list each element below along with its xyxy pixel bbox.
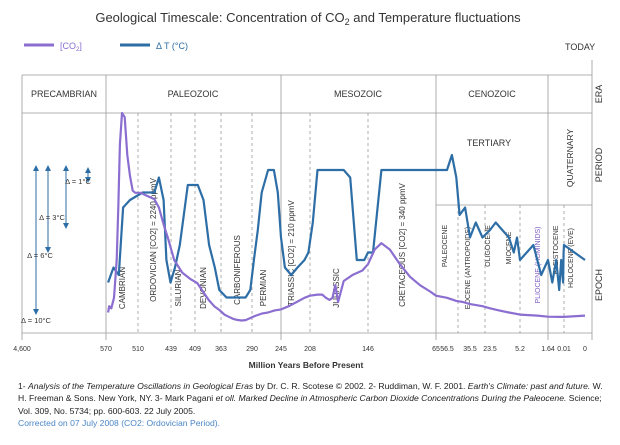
x-tick-label: 1.64: [541, 346, 555, 353]
era-label-precambrian: PRECAMBRIAN: [31, 89, 97, 99]
epoch-label-eocene: EOCENE (ANTROPOIDS): [465, 227, 472, 309]
epoch-side-label: EPOCH: [594, 269, 604, 301]
legend: [CO2] Δ T (°C): [24, 41, 188, 53]
x-tick-label: 409: [189, 346, 201, 353]
ref-prefix: 1-: [18, 381, 29, 391]
x-tick-label: 0: [583, 346, 587, 353]
series-co2-line: [107, 111, 586, 322]
ref-3-tail: Science; Vol. 309, No. 5734; pp. 600-603…: [18, 393, 602, 416]
era-label-mesozoic: MESOZOIC: [334, 89, 383, 99]
x-tick-label: 570: [100, 346, 112, 353]
period-side-label: PERIOD: [594, 147, 604, 182]
x-tick-label: 56.5: [440, 346, 454, 353]
ref-2-tail: W. H. Freeman & Sons. New York, NY. 3- M…: [18, 381, 603, 404]
x-axis-ticks: 4,600 570 510 439 409 363 290 245 208 146 65 56.5 35…: [13, 346, 587, 353]
temp-scale-3c: Δ = 3°C: [39, 213, 65, 222]
x-tick-label: 363: [215, 346, 227, 353]
epoch-label-silurian: SILURIAN: [174, 269, 183, 306]
epoch-label-holocene: HOLOCENE (EVE): [568, 228, 575, 288]
chart-title: Geological Timescale: Concentration of C…: [95, 10, 521, 27]
temp-scale-1c: Δ = 1°C: [65, 177, 91, 186]
x-tick-label: 245: [275, 346, 287, 353]
x-tick-label: 510: [132, 346, 144, 353]
ref-1-title: Analysis of the Temperature Oscillations…: [28, 381, 254, 391]
epoch-label-triassic: TRIASSIC [CO2] = 210 ppmV: [287, 200, 296, 306]
epoch-label-devonian: DEVONIAN: [199, 267, 208, 309]
correction-note: Corrected on 07 July 2008 (CO2: Ordovici…: [18, 418, 221, 429]
temp-scale-6c: Δ = 6°C: [27, 251, 53, 260]
legend-temp-label: Δ T (°C): [156, 41, 188, 51]
ref-2-title: Earth's Climate: past and future.: [467, 381, 591, 391]
x-axis-label: Million Years Before Present: [249, 360, 364, 370]
epoch-label-pleistocene: PLEISTOCENE: [553, 225, 560, 274]
x-tick-label: 0.01: [557, 346, 571, 353]
epoch-label-carboniferous: CARBONIFEROUS: [233, 235, 242, 305]
x-tick-label: 23.5: [483, 346, 497, 353]
x-tick-label: 146: [362, 346, 374, 353]
epoch-label-ordovician: ORDOVICIAN [CO2] = 2240 ppmV: [149, 177, 158, 301]
ref-1-tail: by Dr. C. R. Scotese © 2002. 2- Ruddiman…: [253, 381, 468, 391]
x-tick-label: 290: [246, 346, 258, 353]
period-dividers: [137, 113, 565, 333]
epoch-label-miocene: MIOCENE: [506, 231, 513, 264]
period-label-tertiary: TERTIARY: [467, 138, 511, 148]
references-footer: 1- Analysis of the Temperature Oscillati…: [18, 380, 608, 430]
epoch-label-oligocene: OLIGOCENE: [485, 225, 492, 267]
x-tick-label: 208: [304, 346, 316, 353]
grid: [21, 60, 593, 340]
era-label-paleozoic: PALEOZOIC: [168, 89, 219, 99]
epoch-label-cretaceous: CRETACEOUS [CO2] = 340 ppmV: [398, 183, 407, 307]
ref-3-etal: et oll.: [215, 393, 237, 404]
x-tick-label: 5.2: [515, 346, 525, 353]
legend-co2-label: [CO2]: [60, 41, 82, 53]
ref-3-title: Marked Decline in Atmospheric Carbon Dio…: [236, 393, 567, 404]
x-tick-label: 65: [432, 346, 440, 353]
series-temp-line: [107, 153, 586, 299]
x-tick-label: 4,600: [13, 346, 31, 353]
x-tick-label: 439: [165, 346, 177, 353]
temp-scale-arrows: [33, 165, 91, 315]
timescale-chart: Geological Timescale: Concentration of C…: [13, 10, 604, 370]
x-tick-label: 35.5: [463, 346, 477, 353]
era-label-cenozoic: CENOZOIC: [468, 89, 516, 99]
temp-scale-10c: Δ = 10°C: [21, 316, 51, 325]
epoch-label-cambrian: CAMBRIAN: [118, 267, 127, 309]
epoch-label-permian: PERMIAN: [259, 270, 268, 307]
era-side-label: ERA: [594, 85, 604, 104]
period-label-quaternary: QUATERNARY: [565, 129, 575, 188]
epoch-label-paleocene: PALEOCENE: [442, 225, 449, 268]
today-label: TODAY: [565, 42, 595, 52]
